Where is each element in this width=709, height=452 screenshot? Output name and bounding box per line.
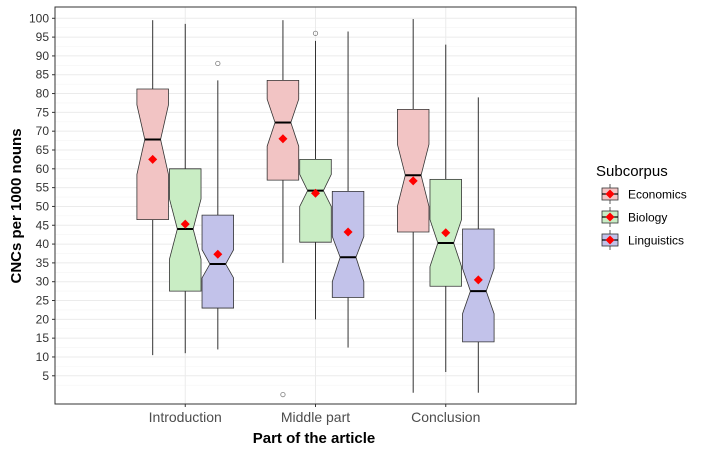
mean-marker [213,249,223,259]
notched-box [331,190,365,298]
y-axis: 5 10 15 20 25 30 35 40 45 50 55 60 65 70 75 80 85 90 95 100 [29,11,55,383]
y-tick-label: 35 [36,256,50,270]
legend-key-mean [605,235,615,245]
legend-label: Linguistics [628,234,684,248]
legend-key-mean [605,212,615,222]
legend-item-economics: Economics [601,184,687,204]
notched-box [299,159,332,243]
y-tick-label: 75 [36,105,50,119]
x-tick-label: Introduction [149,409,222,425]
notched-box [397,108,430,233]
y-tick-label: 65 [36,143,50,157]
boxplot-linguistics-middle-part [331,31,365,348]
y-tick-label: 45 [36,218,50,232]
mean-marker [148,154,158,164]
y-tick-label: 95 [36,30,50,44]
legend-title: Subcorpus [596,163,668,180]
y-tick-label: 100 [29,11,49,25]
y-tick-label: 70 [36,124,50,138]
x-tick-label: Middle part [281,409,350,425]
y-tick-label: 55 [36,181,50,195]
boxplot-linguistics-introduction [201,60,234,350]
y-axis-title: CNCs per 1000 nouns [8,128,25,283]
y-tick-label: 50 [36,199,50,213]
boxplot-biology-middle-part [299,30,332,320]
y-tick-label: 60 [36,162,50,176]
notched-box [201,214,234,309]
boxplot-economics-introduction [136,20,169,356]
y-tick-label: 25 [36,294,50,308]
y-tick-label: 20 [36,312,50,326]
x-axis-title: Part of the article [253,430,376,447]
mean-marker [441,228,451,238]
y-tick-label: 30 [36,275,50,289]
boxplots [136,19,495,398]
mean-marker [408,176,418,186]
x-axis: Introduction Middle part Conclusion [149,404,480,425]
boxplot-linguistics-conclusion [462,97,495,393]
y-tick-label: 15 [36,331,50,345]
mean-marker [278,134,288,144]
y-tick-label: 10 [36,350,50,364]
notched-box [136,88,169,221]
legend-label: Biology [628,211,667,225]
mean-marker [343,227,353,237]
boxplot-economics-middle-part [266,20,300,398]
notched-box [462,228,495,343]
legend-item-linguistics: Linguistics [601,230,684,250]
legend: Subcorpus Economics Biology Linguistics [596,163,687,250]
notched-box [266,79,300,181]
outlier-point [280,391,286,398]
y-tick-label: 90 [36,49,50,63]
mean-marker [473,275,483,285]
mean-marker [311,188,320,198]
plot-area [54,6,577,405]
legend-label: Economics [628,188,687,202]
legend-item-biology: Biology [601,207,667,227]
mean-marker [180,219,190,229]
y-tick-label: 40 [36,237,50,251]
legend-keys: Economics Biology Linguistics [601,184,687,250]
x-tick-label: Conclusion [411,409,480,425]
outlier-point [215,60,221,67]
boxplot-biology-introduction [169,23,202,354]
y-tick-label: 85 [36,68,50,82]
y-tick-label: 80 [36,87,50,101]
boxplot-biology-conclusion [429,44,462,373]
boxplot-economics-conclusion [397,19,430,393]
legend-key-mean [605,189,615,199]
outlier-point [312,30,319,36]
y-tick-label: 5 [42,369,49,383]
